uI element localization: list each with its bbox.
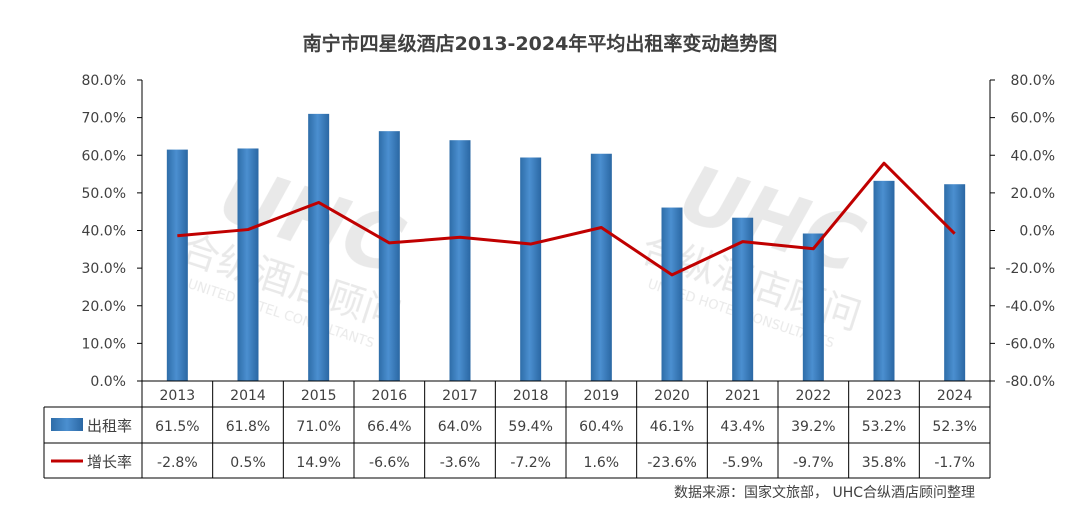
table-bar-value-2013: 61.5% <box>155 419 199 435</box>
legend-line-label: 增长率 <box>87 453 132 471</box>
left-tick-label: 10.0% <box>82 336 126 352</box>
bar-2019 <box>590 153 612 381</box>
bar-2015 <box>308 113 330 382</box>
category-label-2019: 2019 <box>584 388 620 404</box>
category-label-2017: 2017 <box>442 388 478 404</box>
category-label-2013: 2013 <box>160 388 196 404</box>
bar-series <box>166 113 966 382</box>
left-tick-label: 0.0% <box>90 374 126 390</box>
bar-2020 <box>661 207 683 381</box>
bar-2016 <box>378 131 400 381</box>
right-tick-label: -20.0% <box>1005 261 1055 277</box>
data-table: 2013 2014 2015 2016 2017 2018 2019 2020 2021 2022… <box>43 380 991 479</box>
table-bar-value-2014: 61.8% <box>226 419 270 435</box>
category-label-2014: 2014 <box>230 388 266 404</box>
category-label-2023: 2023 <box>866 388 902 404</box>
right-tick-label: 0.0% <box>1019 224 1055 240</box>
legend-bar-label: 出租率 <box>87 417 132 435</box>
table-line-value-2019: 1.6% <box>584 455 620 471</box>
growth-line <box>177 161 956 277</box>
category-label-2021: 2021 <box>725 388 761 404</box>
table-bar-value-2024: 52.3% <box>932 419 976 435</box>
bar-2021 <box>732 217 754 381</box>
table-bar-value-2018: 59.4% <box>508 419 552 435</box>
right-tick-label: 20.0% <box>1011 186 1055 202</box>
right-tick-label: -80.0% <box>1005 374 1055 390</box>
bar-2013 <box>166 149 188 381</box>
source-note: 数据来源：国家文旅部， UHC合纵酒店顾问整理 <box>674 484 975 501</box>
right-tick-label: -40.0% <box>1005 299 1055 315</box>
right-tick-label: 60.0% <box>1011 111 1055 127</box>
category-label-2015: 2015 <box>301 388 337 404</box>
table-line-value-2023: 35.8% <box>862 455 906 471</box>
left-axis-ticks: 0.0% 10.0% 20.0% 30.0% 40.0% 50.0% 60.0% 70.0% 8… <box>82 73 142 390</box>
left-tick-label: 70.0% <box>82 111 126 127</box>
legend-bar-key <box>51 418 83 431</box>
table-bar-value-2023: 53.2% <box>862 419 906 435</box>
table-bar-value-2016: 66.4% <box>367 419 411 435</box>
left-tick-label: 60.0% <box>82 148 126 164</box>
bar-2014 <box>237 148 259 381</box>
category-label-2020: 2020 <box>654 388 690 404</box>
category-label-2024: 2024 <box>937 388 973 404</box>
table-line-value-2021: -5.9% <box>722 455 763 471</box>
chart-title: 南宁市四星级酒店2013-2024年平均出租率变动趋势图 <box>303 32 778 55</box>
table-bar-value-2019: 60.4% <box>579 419 623 435</box>
category-label-2018: 2018 <box>513 388 549 404</box>
right-tick-label: 80.0% <box>1011 73 1055 89</box>
bar-2023 <box>873 180 895 381</box>
category-label-2016: 2016 <box>372 388 408 404</box>
bar-2022 <box>802 233 824 381</box>
line-series <box>177 161 956 277</box>
left-tick-label: 20.0% <box>82 299 126 315</box>
right-tick-label: 40.0% <box>1011 148 1055 164</box>
table-line-value-2017: -3.6% <box>440 455 481 471</box>
table-line-value-2014: 0.5% <box>230 455 266 471</box>
category-label-2022: 2022 <box>796 388 832 404</box>
bar-2024 <box>944 184 966 381</box>
left-tick-label: 50.0% <box>82 186 126 202</box>
bar-2017 <box>449 140 471 381</box>
right-tick-label: -60.0% <box>1005 336 1055 352</box>
left-tick-label: 30.0% <box>82 261 126 277</box>
table-line-value-2024: -1.7% <box>934 455 975 471</box>
left-tick-label: 40.0% <box>82 224 126 240</box>
table-bar-value-2022: 39.2% <box>791 419 835 435</box>
bar-2018 <box>520 157 542 381</box>
table-line-value-2020: -23.6% <box>647 455 697 471</box>
table-line-value-2016: -6.6% <box>369 455 410 471</box>
table-bar-value-2020: 46.1% <box>650 419 694 435</box>
table-bar-value-2015: 71.0% <box>296 419 340 435</box>
table-line-value-2013: -2.8% <box>157 455 198 471</box>
left-tick-label: 80.0% <box>82 73 126 89</box>
table-line-value-2018: -7.2% <box>510 455 551 471</box>
right-axis-ticks: -80.0% -60.0% -40.0% -20.0% 0.0% 20.0% 40.0% 60… <box>990 73 1055 390</box>
table-line-value-2015: 14.9% <box>296 455 340 471</box>
table-bar-value-2021: 43.4% <box>720 419 764 435</box>
table-bar-value-2017: 64.0% <box>438 419 482 435</box>
table-line-value-2022: -9.7% <box>793 455 834 471</box>
